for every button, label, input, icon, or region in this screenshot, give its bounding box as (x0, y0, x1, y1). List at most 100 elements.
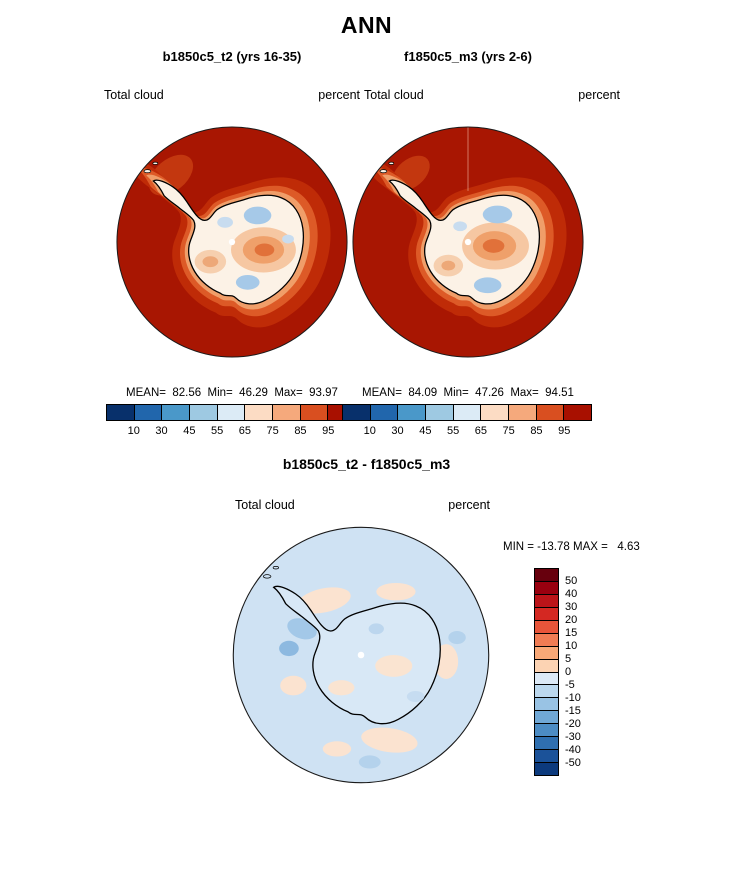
colorbar-tick-label: -40 (565, 744, 581, 756)
colorbar-box (369, 405, 398, 420)
colorbar-box (535, 684, 558, 698)
colorbar-tick-label: 10 (363, 425, 376, 437)
positive-diff-patch (297, 587, 351, 614)
diff-field-row: Total cloud percent (235, 498, 490, 512)
island-outline (152, 161, 159, 165)
colorbar-tick-label: -30 (565, 731, 581, 743)
polar-map-svg (116, 126, 348, 358)
colorbar-tick-label: 85 (530, 425, 543, 437)
left-stats: MEAN= 82.56 Min= 46.29 Max= 93.97 (126, 387, 338, 399)
negative-diff-patch (279, 640, 299, 657)
colorbar-box (535, 710, 558, 724)
colorbar-tick-label: 45 (183, 425, 196, 437)
colorbar-tick-label: 85 (294, 425, 307, 437)
right-field-row: Total cloud percent (364, 88, 620, 102)
colorbar-tick-label: 30 (391, 425, 404, 437)
negative-diff-patch (358, 755, 381, 769)
colorbar-tick-labels: 10 30 45 55 65 75 85 95 (342, 425, 592, 439)
colorbar-tick-label: 30 (565, 601, 578, 613)
colorbar-box (535, 749, 558, 763)
colorbar-tick-label: 15 (565, 627, 578, 639)
colorbar-tick-label: 10 (565, 640, 578, 652)
low-cloud-patch (217, 216, 233, 228)
island-outline (143, 169, 152, 174)
right-units-label: percent (578, 88, 620, 102)
colorbar-box (535, 697, 558, 711)
colorbar-box (299, 405, 328, 420)
negative-diff-patch (406, 691, 425, 702)
colorbar-box (535, 593, 558, 607)
colorbar-box (272, 405, 300, 420)
island-outline (388, 161, 395, 165)
diff-units-label: percent (448, 498, 490, 512)
colorbar-tick-label: -10 (565, 692, 581, 704)
colorbar-box (535, 671, 558, 685)
right-field-label: Total cloud (364, 88, 424, 102)
negative-diff-patch (448, 630, 466, 645)
colorbar-tick-label: 65 (474, 425, 487, 437)
right-stats: MEAN= 84.09 Min= 47.26 Max= 94.51 (362, 387, 574, 399)
colorbar-box (535, 619, 558, 633)
colorbar-box (133, 405, 162, 420)
colorbar-tick-label: 30 (155, 425, 168, 437)
colorbar-box (425, 405, 453, 420)
colorbar-box (563, 405, 592, 420)
diff-minmax: MIN = -13.78 MAX = 4.63 (503, 541, 640, 553)
colorbar-tick-label: 20 (565, 614, 578, 626)
diff-title: b1850c5_t2 - f1850c5_m3 (282, 456, 451, 472)
colorbar-tick-label: 45 (419, 425, 432, 437)
colorbar-tick-label: 75 (502, 425, 515, 437)
colorbar-boxes (342, 404, 592, 421)
polar-map-svg (352, 126, 584, 358)
colorbar-box (452, 405, 481, 420)
right-panel-title: f1850c5_m3 (yrs 2-6) (404, 49, 532, 64)
colorbar-box (535, 606, 558, 620)
low-cloud-patch (243, 206, 272, 225)
colorbar-box (535, 580, 558, 594)
colorbar-box (535, 736, 558, 750)
colorbar-left: 10 30 45 55 65 75 85 95 (106, 404, 356, 442)
island-outline (379, 169, 388, 174)
colorbar-box (189, 405, 217, 420)
colorbar-tick-label: 95 (558, 425, 571, 437)
colorbar-box (161, 405, 190, 420)
interior-contour-patch (441, 260, 456, 271)
colorbar-box (508, 405, 536, 420)
colorbar-right: 10 30 45 55 65 75 85 95 (342, 404, 592, 442)
colorbar-box (535, 632, 558, 646)
colorbar-box (216, 405, 245, 420)
colorbar-diff: 50 40 30 20 15 10 5 0 -5 -10 -15 -20 -30 -40 -50 (534, 568, 581, 776)
low-cloud-patch (482, 205, 513, 224)
colorbar-box (535, 569, 558, 581)
left-units-label: percent (318, 88, 360, 102)
low-cloud-patch (235, 274, 260, 290)
colorbar-tick-label: 50 (565, 575, 578, 587)
negative-diff-patch (368, 623, 384, 635)
colorbar-tick-label: 0 (565, 666, 572, 678)
positive-diff-patch (361, 727, 418, 753)
colorbar-box (480, 405, 509, 420)
colorbar-box (244, 405, 273, 420)
negative-diff-patch (287, 618, 317, 640)
colorbar-tick-label: 95 (322, 425, 335, 437)
colorbar-box (535, 762, 558, 775)
south-pole-dot (357, 651, 365, 659)
colorbar-tick-labels: 50 40 30 20 15 10 5 0 -5 -10 -15 -20 -30 -40 -50 (565, 568, 599, 776)
positive-diff-patch (280, 675, 307, 696)
island-outline (262, 574, 272, 579)
colorbar-tick-label: 55 (210, 425, 224, 437)
positive-diff-patch (375, 655, 413, 677)
colorbar-tick-label: -20 (565, 718, 581, 730)
diff-field-label: Total cloud (235, 498, 295, 512)
map-b1850c5-t2 (114, 124, 350, 360)
colorbar-box (535, 723, 558, 737)
colorbar-tick-label: 75 (266, 425, 279, 437)
colorbar-tick-labels: 10 30 45 55 65 75 85 95 (106, 425, 356, 439)
colorbar-tick-label: -50 (565, 757, 581, 769)
left-field-label: Total cloud (104, 88, 164, 102)
positive-diff-patch (328, 680, 355, 696)
left-field-row: Total cloud percent (104, 88, 360, 102)
colorbar-boxes (534, 568, 559, 776)
left-panel-title: b1850c5_t2 (yrs 16-35) (162, 49, 302, 64)
positive-diff-patch (322, 741, 352, 757)
